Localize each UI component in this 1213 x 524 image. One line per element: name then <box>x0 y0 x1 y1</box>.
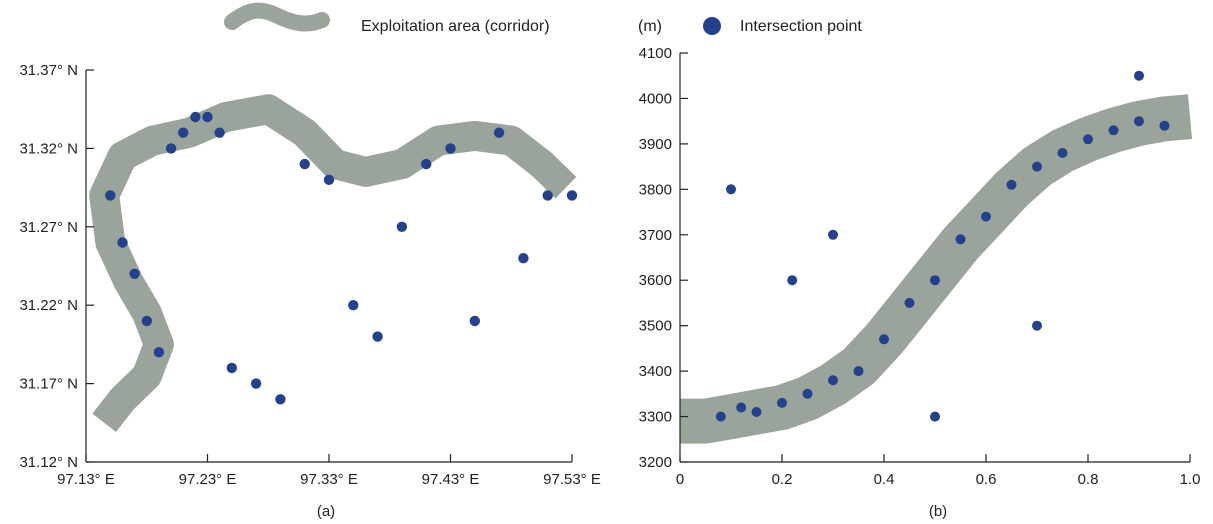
panel-b-x-tick-label: 0 <box>676 471 684 488</box>
panel-a-data-point <box>178 128 188 138</box>
panel-a-data-point <box>372 331 382 341</box>
panel-a-data-point <box>214 128 224 138</box>
panel-a-data-point <box>397 222 407 232</box>
panel-b-data-point <box>930 275 940 285</box>
panel-b-data-point <box>716 412 726 422</box>
panel-b-data-point <box>726 184 736 194</box>
panel-b: 3200 3300 3400 3500 3600 3700 3800 3900 4000 4100… <box>639 45 1201 520</box>
panel-a-data-point <box>567 190 577 200</box>
panel-a-data-point <box>129 269 139 279</box>
panel-b-y-tick-label: 3300 <box>639 409 672 426</box>
panel-a-y-tick-label: 31.32° N <box>19 140 78 157</box>
panel-b-data-point <box>803 389 813 399</box>
panel-a-data-point <box>324 175 334 185</box>
panel-b-data-point <box>1058 148 1068 158</box>
panel-a-y-tick-label: 31.27° N <box>19 219 78 236</box>
panel-b-data-point <box>1160 121 1170 131</box>
panel-b-data-point <box>981 212 991 222</box>
panel-b-data-point <box>1083 134 1093 144</box>
panel-a-x-tick-label: 97.43° E <box>422 471 480 488</box>
panel-b-data-point <box>1007 180 1017 190</box>
panel-a-x-tick-label: 97.53° E <box>543 471 601 488</box>
panel-a-data-point <box>142 316 152 326</box>
panel-b-data-point <box>736 403 746 413</box>
panel-b-data-point <box>1032 162 1042 172</box>
panel-b-data-point <box>854 366 864 376</box>
panel-a-plot-area <box>104 109 577 423</box>
panel-a-y-tick-label: 31.12° N <box>19 454 78 471</box>
panel-b-data-point <box>956 234 966 244</box>
panel-b-data-point <box>787 275 797 285</box>
panel-a-data-point <box>348 300 358 310</box>
panel-b-data-point <box>905 298 915 308</box>
panel-b-data-point <box>752 407 762 417</box>
panel-a-x-tick-label: 97.33° E <box>300 471 358 488</box>
panel-a-data-point <box>445 143 455 153</box>
panel-a-x-tick-label: 97.23° E <box>179 471 237 488</box>
panel-a: 31.12° N 31.17° N 31.22° N 31.27° N 31.32° N… <box>19 62 600 520</box>
panel-b-data-point <box>879 334 889 344</box>
legend-corridor-swatch <box>232 11 322 24</box>
panel-a-data-point <box>275 394 285 404</box>
panel-b-data-point <box>828 230 838 240</box>
panel-a-data-point <box>166 143 176 153</box>
panel-a-y-tick-label: 31.37° N <box>19 62 78 79</box>
panel-b-y-tick-label: 3600 <box>639 272 672 289</box>
panel-b-y-tick-label: 3500 <box>639 318 672 335</box>
panel-b-x-tick-label: 0.4 <box>874 471 895 488</box>
panel-b-y-tick-label: 4100 <box>639 45 672 62</box>
panel-b-data-point <box>828 375 838 385</box>
panel-a-data-point <box>202 112 212 122</box>
panel-b-data-point <box>1134 71 1144 81</box>
panel-b-x-tick-label: 1.0 <box>1180 471 1201 488</box>
panel-b-y-tick-label: 3800 <box>639 181 672 198</box>
panel-b-x-tick-label: 0.2 <box>772 471 793 488</box>
panel-a-data-point <box>117 237 127 247</box>
panel-a-label: (a) <box>317 503 335 520</box>
legend: Exploitation area (corridor) (m) Interse… <box>232 11 862 35</box>
panel-b-y-tick-label: 3900 <box>639 136 672 153</box>
panel-a-data-point <box>494 128 504 138</box>
panel-a-y-tick-label: 31.22° N <box>19 297 78 314</box>
legend-point-marker <box>703 17 721 35</box>
panel-b-data-point <box>1134 116 1144 126</box>
legend-corridor-label: Exploitation area (corridor) <box>361 18 550 35</box>
panel-a-x-tick-label: 97.13° E <box>57 471 115 488</box>
panel-b-y-tick-label: 3200 <box>639 454 672 471</box>
panel-b-data-point <box>777 398 787 408</box>
panel-b-data-point <box>1032 321 1042 331</box>
legend-point-label: Intersection point <box>740 18 862 35</box>
panel-b-data-point <box>930 412 940 422</box>
panel-b-x-tick-label: 0.6 <box>976 471 997 488</box>
panel-b-y-tick-label: 4000 <box>639 90 672 107</box>
panel-a-y-tick-label: 31.17° N <box>19 376 78 393</box>
legend-unit-label: (m) <box>638 18 662 35</box>
panel-b-plot-area <box>680 71 1190 422</box>
panel-a-data-point <box>300 159 310 169</box>
panel-b-label: (b) <box>929 503 947 520</box>
panel-a-data-point <box>518 253 528 263</box>
panel-b-y-tick-label: 3700 <box>639 227 672 244</box>
panel-a-data-point <box>543 190 553 200</box>
panel-a-data-point <box>190 112 200 122</box>
panel-a-data-point <box>105 190 115 200</box>
panel-b-corridor-band <box>680 117 1190 422</box>
panel-a-data-point <box>421 159 431 169</box>
panel-b-data-point <box>1109 125 1119 135</box>
panel-a-data-point <box>251 378 261 388</box>
panel-b-x-tick-label: 0.8 <box>1078 471 1099 488</box>
panel-a-data-point <box>227 363 237 373</box>
panel-a-corridor-band <box>104 109 566 423</box>
panel-a-data-point <box>470 316 480 326</box>
panel-a-data-point <box>154 347 164 357</box>
panel-b-y-tick-label: 3400 <box>639 363 672 380</box>
